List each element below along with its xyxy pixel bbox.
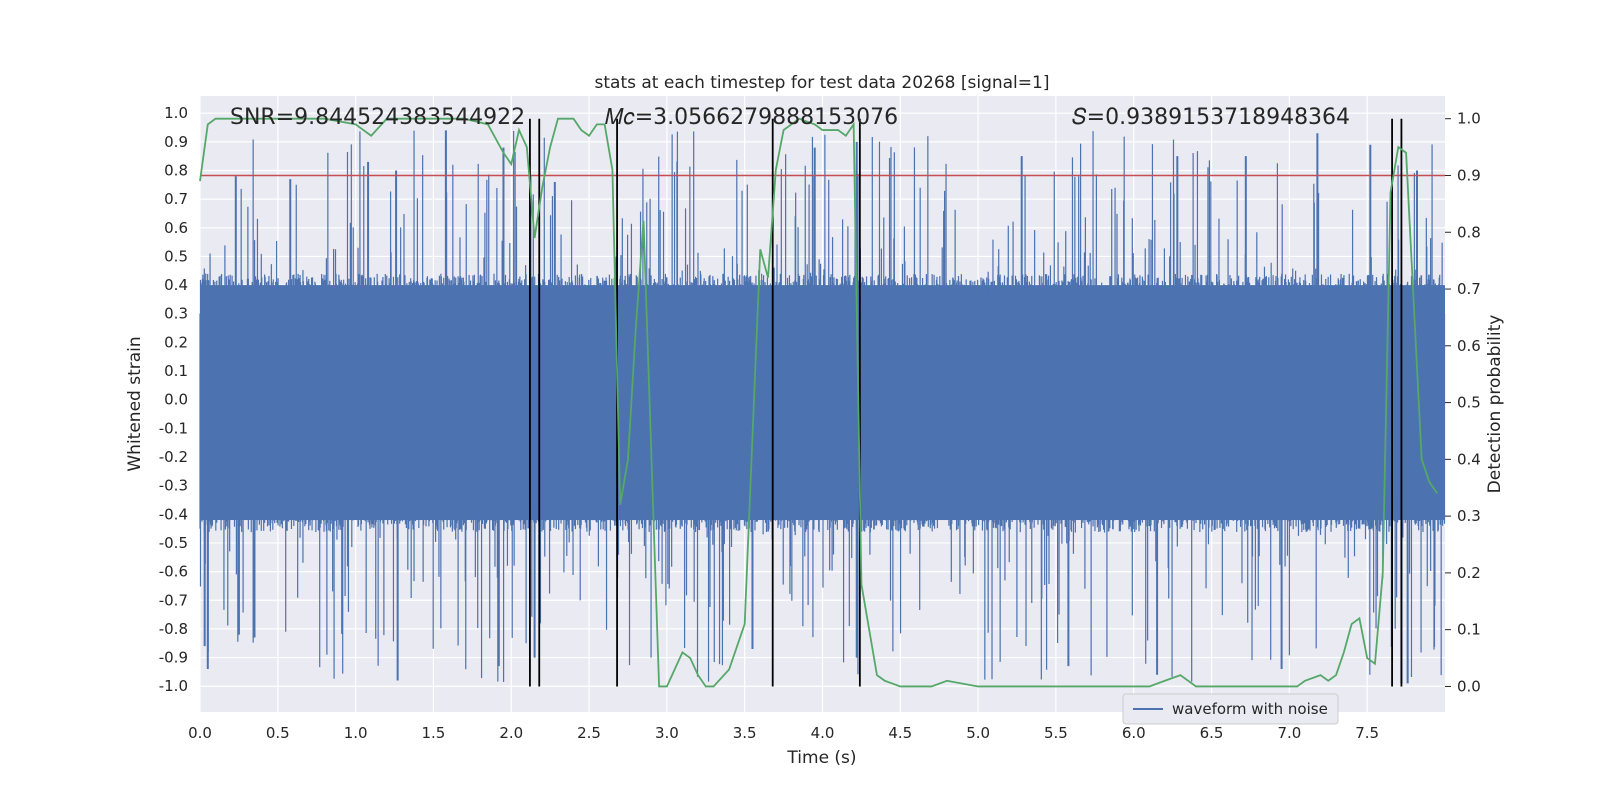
y-axis-left-ticks: 1.0 0.9 0.8 0.7 0.6 0.5 0.4 0.3 0.2 0.1 0.0 -0.1 -0.…: [159, 104, 188, 695]
annotation-snr: SNR=9.844524383544922: [230, 105, 525, 130]
y-tick-label-right: 0.2: [1457, 564, 1481, 582]
x-tick-label: 4.5: [888, 724, 912, 742]
y-tick-label-right: 0.8: [1457, 223, 1481, 241]
y-tick-label-left: 1.0: [164, 104, 188, 122]
x-tick-label: 3.5: [733, 724, 757, 742]
y-tick-label-left: 0.6: [164, 219, 188, 237]
legend-box: [1122, 693, 1339, 725]
y-tick-label-left: -0.9: [159, 649, 188, 667]
y-tick-label-left: -0.3: [159, 477, 188, 495]
x-tick-label: 6.5: [1200, 724, 1224, 742]
y-tick-label-left: 0.2: [164, 333, 188, 351]
y-tick-label-left: -0.2: [159, 448, 188, 466]
x-tick-label: 2.0: [499, 724, 523, 742]
y-tick-label-left: -0.8: [159, 620, 188, 638]
legend: waveform with noise: [1122, 693, 1339, 725]
x-axis-ticks: 0.0 0.5 1.0 1.5 2.0 2.5 3.0 3.5 4.0 4.5 5.0 5.5 6.0 6…: [188, 724, 1379, 742]
y-tick-label-right: 0.1: [1457, 621, 1481, 639]
y-tick-label-right: 0.5: [1457, 394, 1481, 412]
y-tick-label-right: 0.9: [1457, 166, 1481, 184]
y-tick-label-left: 0.8: [164, 161, 188, 179]
y-tick-label-left: -1.0: [159, 677, 188, 695]
y-axis-right-label: Detection probability: [1485, 315, 1505, 494]
y-tick-label-left: 0.0: [164, 391, 188, 409]
y-tick-label-right: 0.6: [1457, 337, 1481, 355]
x-tick-label: 7.5: [1355, 724, 1379, 742]
x-tick-label: 0.5: [266, 724, 290, 742]
probability-series: [199, 117, 1438, 688]
x-tick-label: 5.0: [966, 724, 990, 742]
legend-label: waveform with noise: [1172, 700, 1328, 718]
x-tick-label: 7.0: [1277, 724, 1301, 742]
x-axis-label: Time (s): [786, 748, 856, 768]
x-tick-label: 0.0: [188, 724, 212, 742]
y-tick-label-right: 0.7: [1457, 280, 1481, 298]
x-tick-label: 3.0: [655, 724, 679, 742]
y-tick-label-left: -0.4: [159, 505, 188, 523]
chart-title: stats at each timestep for test data 202…: [595, 73, 1050, 93]
x-tick-label: 2.5: [577, 724, 601, 742]
y-tick-label-left: 0.1: [164, 362, 188, 380]
y-tick-label-right: 0.0: [1457, 677, 1481, 695]
y-axis-right-ticks: 1.0 0.9 0.8 0.7 0.6 0.5 0.4 0.3 0.2 0.1 0.0: [1445, 110, 1481, 695]
y-tick-label-right: 0.4: [1457, 450, 1481, 468]
y-tick-label-left: -0.5: [159, 534, 188, 552]
y-tick-label-left: -0.6: [159, 563, 188, 581]
x-tick-label: 5.5: [1044, 724, 1068, 742]
x-tick-label: 4.0: [811, 724, 835, 742]
y-tick-label-left: 0.4: [164, 276, 188, 294]
y-tick-label-left: -0.7: [159, 591, 188, 609]
y-tick-label-left: 0.3: [164, 305, 188, 323]
y-tick-label-right: 1.0: [1457, 110, 1481, 128]
x-tick-label: 1.0: [344, 724, 368, 742]
probability-line: [199, 117, 1438, 688]
y-tick-label-left: 0.5: [164, 247, 188, 265]
y-axis-left-label: Whitened strain: [125, 336, 145, 471]
y-tick-label-left: 0.9: [164, 133, 188, 151]
y-tick-label-left: -0.1: [159, 419, 188, 437]
y-tick-label-left: 0.7: [164, 190, 188, 208]
x-tick-label: 1.5: [422, 724, 446, 742]
y-tick-label-right: 0.3: [1457, 507, 1481, 525]
annotation-score: 𝑆=0.9389153718948364: [1072, 105, 1350, 130]
x-tick-label: 6.0: [1122, 724, 1146, 742]
waveform-series: [199, 130, 1446, 684]
annotation-chirp-mass: 𝑀𝑐=3.0566279888153076: [605, 105, 898, 130]
